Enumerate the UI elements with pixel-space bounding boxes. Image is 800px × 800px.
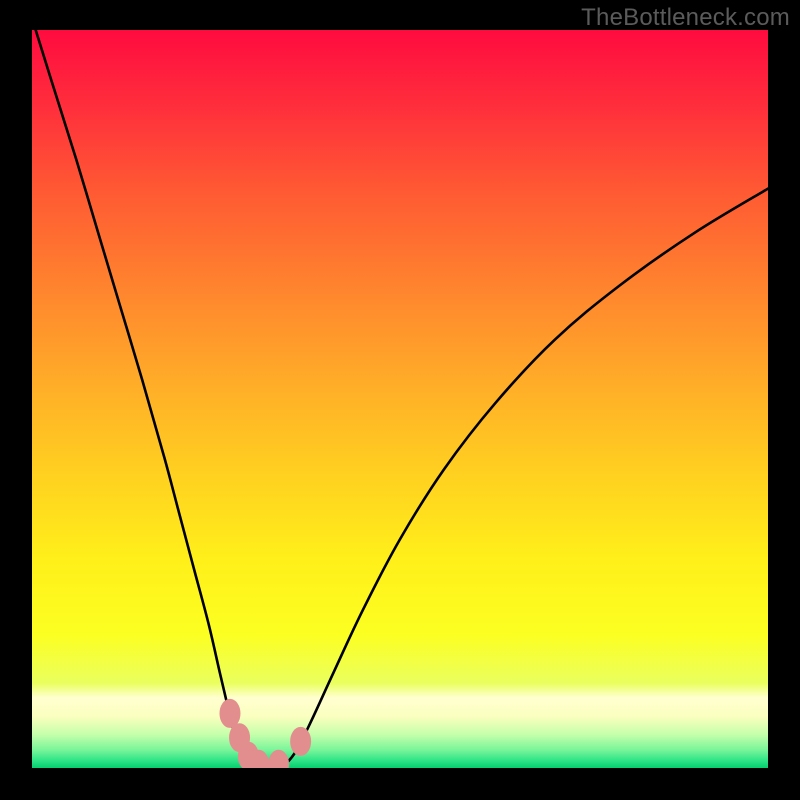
curve-marker: [291, 727, 311, 755]
plot-svg: [32, 30, 768, 768]
curve-marker: [220, 699, 240, 727]
watermark-text: TheBottleneck.com: [581, 4, 790, 32]
plot-area: [32, 30, 768, 768]
gradient-background: [32, 30, 768, 768]
